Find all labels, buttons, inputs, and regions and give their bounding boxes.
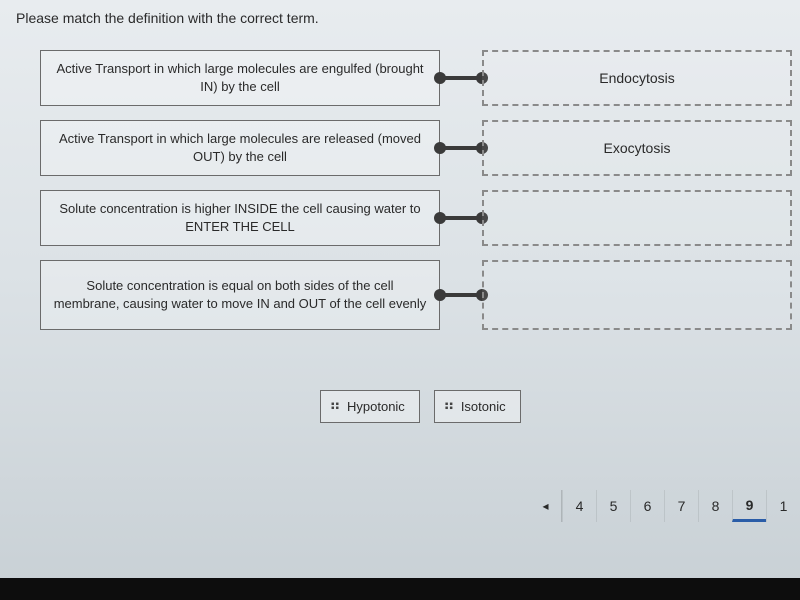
pager-prev-button[interactable]: ◂ [530, 490, 562, 522]
answer-label: Hypotonic [347, 399, 405, 414]
pager-page-6[interactable]: 6 [630, 490, 664, 522]
pager-page-5[interactable]: 5 [596, 490, 630, 522]
answer-chip-isotonic[interactable]: ▪▪▪▪ Isotonic [434, 390, 521, 423]
term-drop-slot[interactable] [482, 260, 792, 330]
term-drop-slot[interactable]: Exocytosis [482, 120, 792, 176]
definition-box[interactable]: Active Transport in which large molecule… [40, 120, 440, 176]
pager-page-next-partial[interactable]: 1 [766, 490, 800, 522]
term-drop-slot[interactable]: Endocytosis [482, 50, 792, 106]
screen-bottom-bezel [0, 578, 800, 600]
drag-grip-icon: ▪▪▪▪ [445, 403, 455, 411]
drag-grip-icon: ▪▪▪▪ [331, 403, 341, 411]
pager-page-8[interactable]: 8 [698, 490, 732, 522]
answer-bank: ▪▪▪▪ Hypotonic ▪▪▪▪ Isotonic [320, 390, 521, 423]
definition-text: Solute concentration is equal on both si… [53, 277, 427, 312]
term-label: Exocytosis [604, 140, 671, 156]
answer-chip-hypotonic[interactable]: ▪▪▪▪ Hypotonic [320, 390, 420, 423]
definition-box[interactable]: Solute concentration is equal on both si… [40, 260, 440, 330]
pager-page-7[interactable]: 7 [664, 490, 698, 522]
term-drop-slot[interactable] [482, 190, 792, 246]
pager-page-4[interactable]: 4 [562, 490, 596, 522]
chevron-left-icon: ◂ [542, 499, 548, 513]
definition-text: Active Transport in which large molecule… [53, 60, 427, 95]
definition-box[interactable]: Solute concentration is higher INSIDE th… [40, 190, 440, 246]
pager-page-9[interactable]: 9 [732, 490, 766, 522]
term-label: Endocytosis [599, 70, 674, 86]
question-pager: ◂ 4 5 6 7 8 9 1 [530, 490, 800, 522]
question-prompt: Please match the definition with the cor… [16, 10, 319, 26]
definition-box[interactable]: Active Transport in which large molecule… [40, 50, 440, 106]
definition-text: Active Transport in which large molecule… [53, 130, 427, 165]
answer-label: Isotonic [461, 399, 506, 414]
definition-text: Solute concentration is higher INSIDE th… [53, 200, 427, 235]
